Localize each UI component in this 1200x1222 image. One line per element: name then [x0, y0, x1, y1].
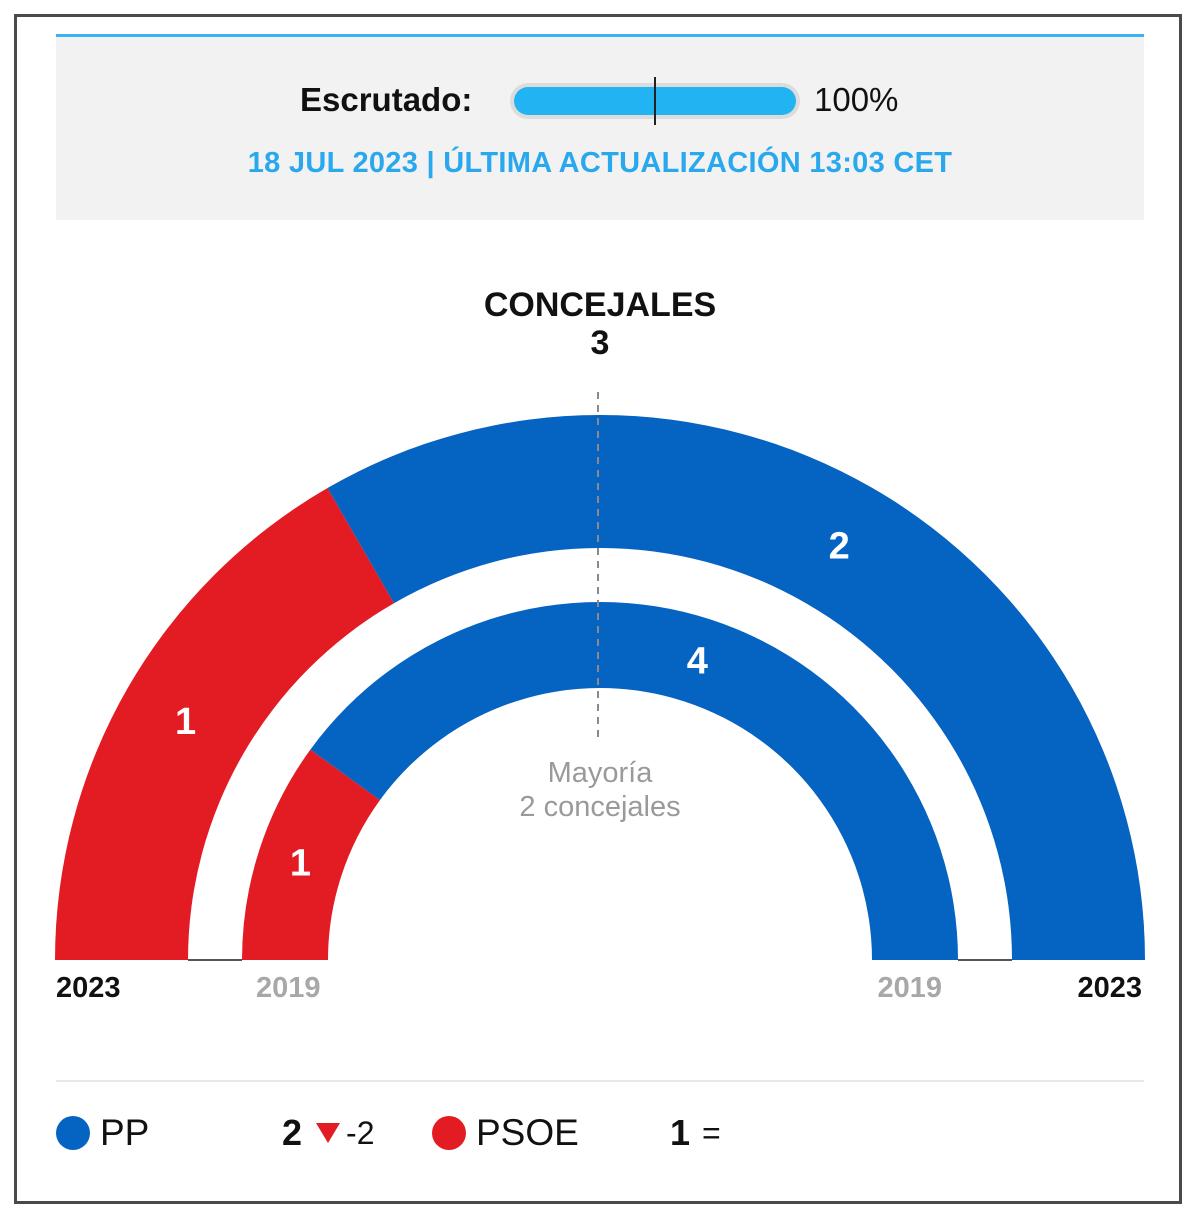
legend-seats: 1 — [670, 1112, 691, 1153]
chart-title: CONCEJALES 3 — [0, 286, 1200, 362]
year-label-inner-left: 2019 — [256, 972, 321, 1004]
legend-item-psoe: PSOE — [432, 1108, 579, 1158]
seat-label-2019-pp: 4 — [687, 640, 708, 682]
legend-party-name: PP — [100, 1112, 150, 1153]
legend-divider — [56, 1080, 1144, 1082]
year-label-outer-left: 2023 — [56, 972, 121, 1004]
chart-title-text: CONCEJALES — [483, 286, 717, 324]
legend-seats: 2 — [282, 1112, 303, 1153]
scrutiny-progress-bar — [510, 77, 800, 125]
legend-item-pp: PP — [56, 1108, 149, 1158]
legend-result-pp: 2 -2 — [282, 1108, 374, 1158]
legend-party-name: PSOE — [476, 1112, 579, 1153]
scrutiny-label: Escrutado: — [300, 81, 473, 118]
total-seats: 3 — [590, 324, 610, 362]
down-triangle-icon — [316, 1123, 341, 1143]
last-update-text: 18 JUL 2023 | ÚLTIMA ACTUALIZACIÓN 13:03… — [247, 147, 953, 179]
majority-label: Mayoría — [548, 757, 654, 789]
year-label-inner-right: 2019 — [877, 972, 942, 1004]
pp-color-dot — [56, 1116, 90, 1150]
progress-midpoint-marker — [654, 77, 656, 125]
arc-2023-pp — [327, 415, 1145, 960]
year-label-outer-right: 2023 — [1077, 972, 1142, 1004]
seat-label-2019-psoe: 1 — [290, 843, 311, 885]
legend-change: = — [702, 1114, 721, 1151]
scrutiny-header: Escrutado: 100% 18 JUL 2023 | ÚLTIMA ACT… — [56, 34, 1144, 220]
psoe-color-dot — [432, 1116, 466, 1150]
legend-change: -2 — [346, 1114, 375, 1151]
arc-2019-psoe — [242, 749, 380, 960]
legend-result-psoe: 1 = — [670, 1108, 721, 1158]
arc-2019-pp — [310, 602, 958, 960]
seat-label-2023-psoe: 1 — [175, 701, 196, 743]
seat-label-2023-pp: 2 — [829, 526, 850, 568]
arc-2023-psoe — [55, 488, 394, 960]
majority-seats-label: 2 concejales — [519, 791, 680, 823]
scrutiny-percent: 100% — [814, 81, 899, 118]
